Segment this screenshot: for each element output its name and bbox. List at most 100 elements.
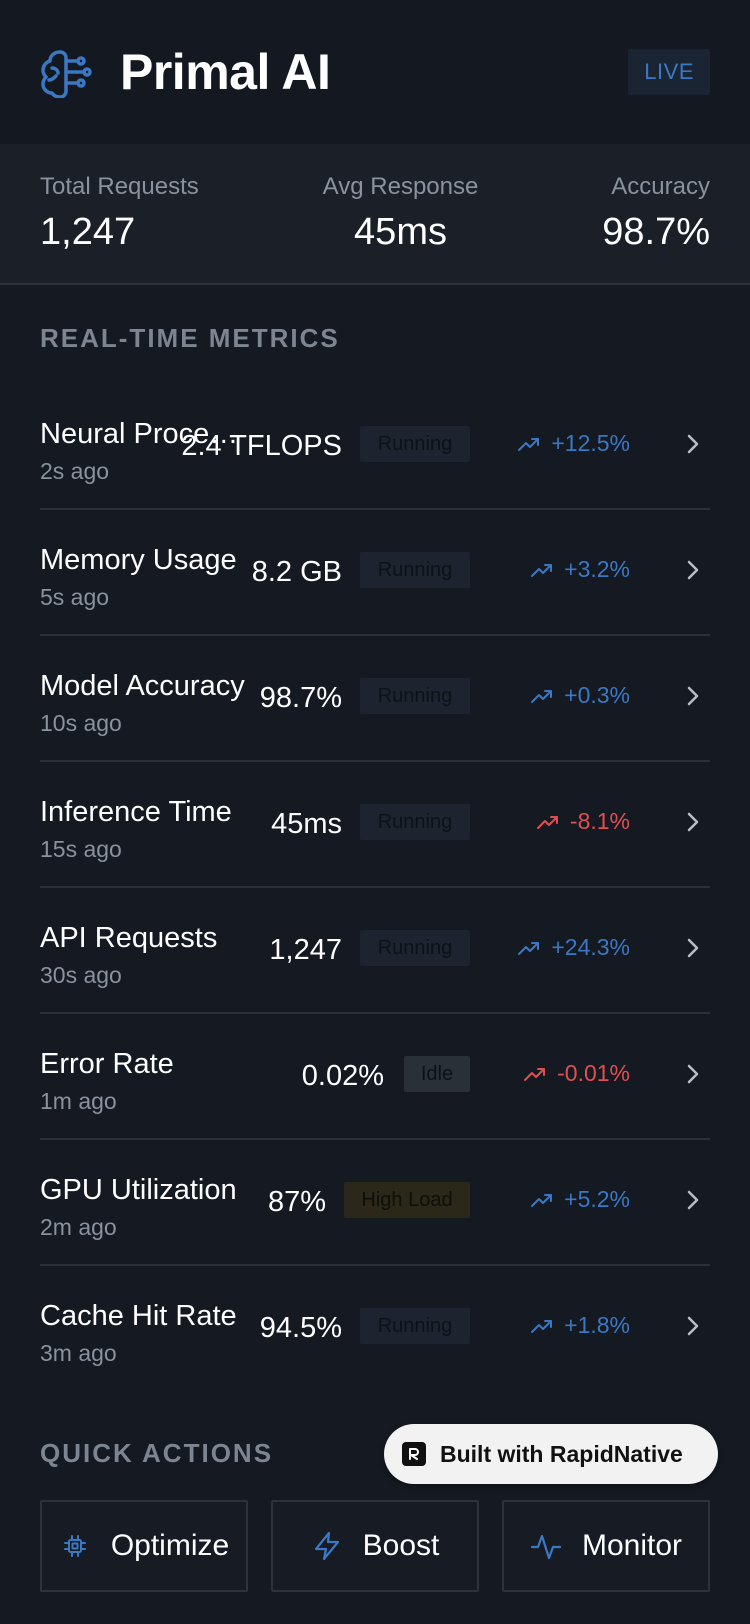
metric-value: 2.4 TFLOPS — [181, 430, 342, 462]
optimize-button[interactable]: Optimize — [40, 1500, 248, 1592]
metric-name: API Requests — [40, 922, 218, 954]
metric-value: 87% — [267, 1186, 326, 1218]
status-badge: Idle — [404, 1056, 470, 1092]
metric-row-api-requests[interactable]: API Requests 30s ago 1,247 Running +24.3… — [40, 888, 710, 1014]
trending-up-icon — [531, 563, 553, 577]
cpu-icon — [63, 1535, 86, 1557]
metric-row-neural-processing[interactable]: Neural Processing 2s ago 2.4 TFLOPS Runn… — [40, 384, 710, 510]
metric-name: Error Rate — [40, 1048, 174, 1080]
stat-avg-response: Avg Response 45ms — [323, 173, 479, 254]
stat-total-requests: Total Requests 1,247 — [40, 173, 199, 254]
metric-time: 15s ago — [40, 836, 122, 862]
chevron-right-icon[interactable] — [684, 1314, 702, 1338]
boost-label: Boost — [362, 1529, 440, 1562]
monitor-button[interactable]: Monitor — [502, 1500, 710, 1592]
metric-trend: +24.3% — [517, 934, 630, 961]
stat-label: Accuracy — [611, 173, 710, 200]
metric-trend: +0.3% — [530, 682, 630, 709]
live-badge: LIVE — [628, 49, 710, 95]
metric-trend: -8.1% — [536, 808, 630, 835]
stat-accuracy: Accuracy 98.7% — [602, 173, 710, 254]
metric-row-model-accuracy[interactable]: Model Accuracy 10s ago 98.7% Running +0.… — [40, 636, 710, 762]
trending-up-icon — [531, 1319, 553, 1333]
chevron-right-icon[interactable] — [684, 1188, 702, 1212]
metric-trend: +12.5% — [517, 430, 630, 457]
metric-change: +3.2% — [564, 556, 630, 582]
metric-name: Inference Time — [40, 796, 232, 828]
metric-time: 3m ago — [40, 1340, 117, 1366]
metric-name: Cache Hit Rate — [40, 1300, 237, 1332]
stats-summary: Total Requests 1,247 Avg Response 45ms A… — [0, 144, 750, 285]
metric-time: 30s ago — [40, 962, 122, 988]
metric-change: +0.3% — [564, 682, 630, 708]
metric-time: 2s ago — [40, 458, 110, 484]
metric-name: GPU Utilization — [40, 1174, 237, 1206]
metric-row-error-rate[interactable]: Error Rate 1m ago 0.02% Idle -0.01% — [40, 1014, 710, 1140]
status-badge: High Load — [344, 1182, 470, 1218]
status-badge: Running — [360, 426, 470, 462]
metric-value: 45ms — [271, 808, 342, 840]
trending-up-icon — [518, 941, 540, 955]
stat-label: Total Requests — [40, 173, 199, 200]
trending-up-icon — [518, 437, 540, 451]
boost-button[interactable]: Boost — [271, 1500, 479, 1592]
metric-value: 1,247 — [269, 934, 342, 966]
metric-change: -8.1% — [569, 808, 630, 834]
chevron-right-icon[interactable] — [684, 936, 702, 960]
chevron-right-icon[interactable] — [684, 684, 702, 708]
status-badge: Running — [360, 1308, 470, 1344]
metric-change: +12.5% — [551, 430, 630, 456]
brain-icon — [41, 50, 92, 98]
metric-value: 0.02% — [301, 1060, 384, 1092]
trending-up-icon — [531, 689, 553, 703]
lightning-icon — [314, 1531, 339, 1561]
quick-actions: Optimize Boost Monitor — [40, 1500, 710, 1592]
metric-time: 2m ago — [40, 1214, 117, 1240]
metric-change: +5.2% — [564, 1186, 630, 1212]
chevron-right-icon[interactable] — [684, 432, 702, 456]
stat-value: 98.7% — [602, 211, 710, 253]
trending-up-icon — [531, 1193, 553, 1207]
optimize-label: Optimize — [110, 1529, 230, 1562]
metric-value: 98.7% — [259, 682, 342, 714]
metric-name: Model Accuracy — [40, 670, 245, 702]
built-with-badge[interactable]: Built with RapidNative — [384, 1424, 718, 1484]
metrics-list: Neural Processing 2s ago 2.4 TFLOPS Runn… — [0, 384, 750, 1392]
status-badge: Running — [360, 930, 470, 966]
metric-row-gpu-utilization[interactable]: GPU Utilization 2m ago 87% High Load +5.… — [40, 1140, 710, 1266]
section-title-realtime-metrics: REAL-TIME METRICS — [40, 323, 340, 353]
metric-name: Memory Usage — [40, 544, 237, 576]
monitor-label: Monitor — [581, 1529, 683, 1562]
app-title: Primal AI — [120, 44, 331, 100]
chevron-right-icon[interactable] — [684, 810, 702, 834]
metric-change: -0.01% — [557, 1060, 630, 1086]
metric-time: 5s ago — [40, 584, 110, 610]
metric-value: 8.2 GB — [251, 556, 342, 588]
built-with-label: Built with RapidNative — [440, 1440, 683, 1467]
metric-change: +24.3% — [551, 934, 630, 960]
metric-value: 94.5% — [259, 1312, 342, 1344]
metric-row-inference-time[interactable]: Inference Time 15s ago 45ms Running -8.1… — [40, 762, 710, 888]
metric-time: 1m ago — [40, 1088, 117, 1114]
stat-label: Avg Response — [322, 173, 479, 200]
status-badge: Running — [360, 804, 470, 840]
brand: Primal AI — [40, 43, 331, 101]
chevron-right-icon[interactable] — [684, 1062, 702, 1086]
status-badge: Running — [360, 552, 470, 588]
chevron-right-icon[interactable] — [684, 558, 702, 582]
metric-trend: +1.8% — [530, 1312, 630, 1339]
metric-trend: -0.01% — [523, 1060, 630, 1087]
metric-row-memory-usage[interactable]: Memory Usage 5s ago 8.2 GB Running +3.2% — [40, 510, 710, 636]
stat-value: 1,247 — [40, 211, 136, 253]
rapidnative-logo-icon — [402, 1442, 426, 1466]
trending-icon — [536, 815, 558, 829]
app-header: Primal AI LIVE — [0, 0, 750, 144]
metric-change: +1.8% — [564, 1312, 630, 1338]
metric-row-cache-hit-rate[interactable]: Cache Hit Rate 3m ago 94.5% Running +1.8… — [40, 1266, 710, 1392]
metric-trend: +3.2% — [530, 556, 630, 583]
section-title-quick-actions: QUICK ACTIONS — [40, 1438, 274, 1468]
activity-icon — [530, 1534, 562, 1560]
status-badge: Running — [360, 678, 470, 714]
metric-trend: +5.2% — [530, 1186, 630, 1213]
